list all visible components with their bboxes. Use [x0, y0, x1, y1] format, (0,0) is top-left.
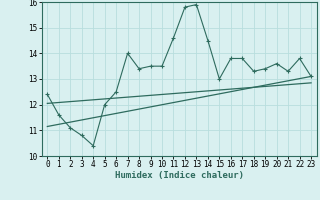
X-axis label: Humidex (Indice chaleur): Humidex (Indice chaleur) [115, 171, 244, 180]
